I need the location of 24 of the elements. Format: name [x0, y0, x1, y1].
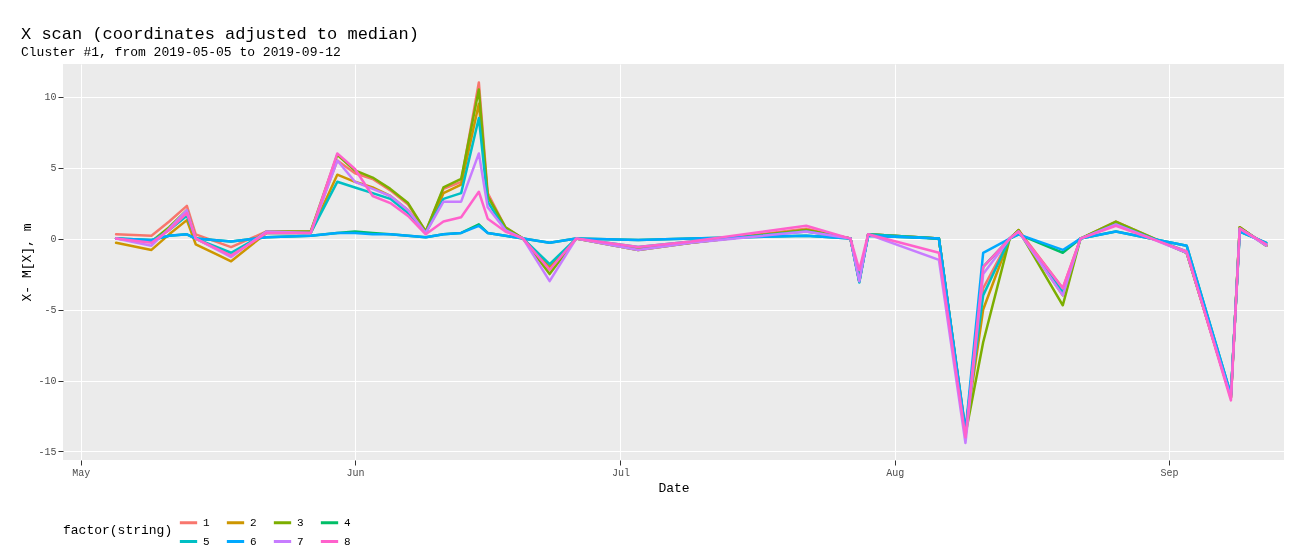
x-tick-label: Jun	[346, 467, 365, 479]
y-axis-title: X- M[X], m	[20, 223, 36, 302]
legend-label: 1	[203, 516, 210, 529]
x-tick-label: Aug	[886, 467, 905, 479]
legend-label: 8	[344, 535, 351, 548]
y-tick-label: 5	[50, 163, 57, 175]
chart-subtitle: Cluster #1, from 2019-05-05 to 2019-09-12	[21, 45, 341, 60]
x-tick-label: Sep	[1160, 467, 1179, 479]
legend-label: 7	[297, 535, 304, 548]
legend-label: 6	[250, 535, 257, 548]
y-tick-label: -10	[38, 376, 57, 388]
x-tick-label: Jul	[611, 467, 630, 479]
y-tick-label: 0	[50, 234, 57, 246]
legend-label: 5	[203, 535, 210, 548]
y-tick-label: -15	[38, 446, 57, 458]
chart-title: X scan (coordinates adjusted to median)	[21, 25, 419, 44]
x-axis-title: Date	[658, 480, 690, 496]
x-tick-label: May	[72, 467, 91, 479]
y-tick-label: 10	[44, 92, 57, 104]
y-tick-label: -5	[44, 305, 57, 317]
legend-title: factor(string)	[63, 523, 173, 538]
legend-label: 3	[297, 516, 304, 529]
legend-label: 2	[250, 516, 257, 529]
legend-label: 4	[344, 516, 351, 529]
